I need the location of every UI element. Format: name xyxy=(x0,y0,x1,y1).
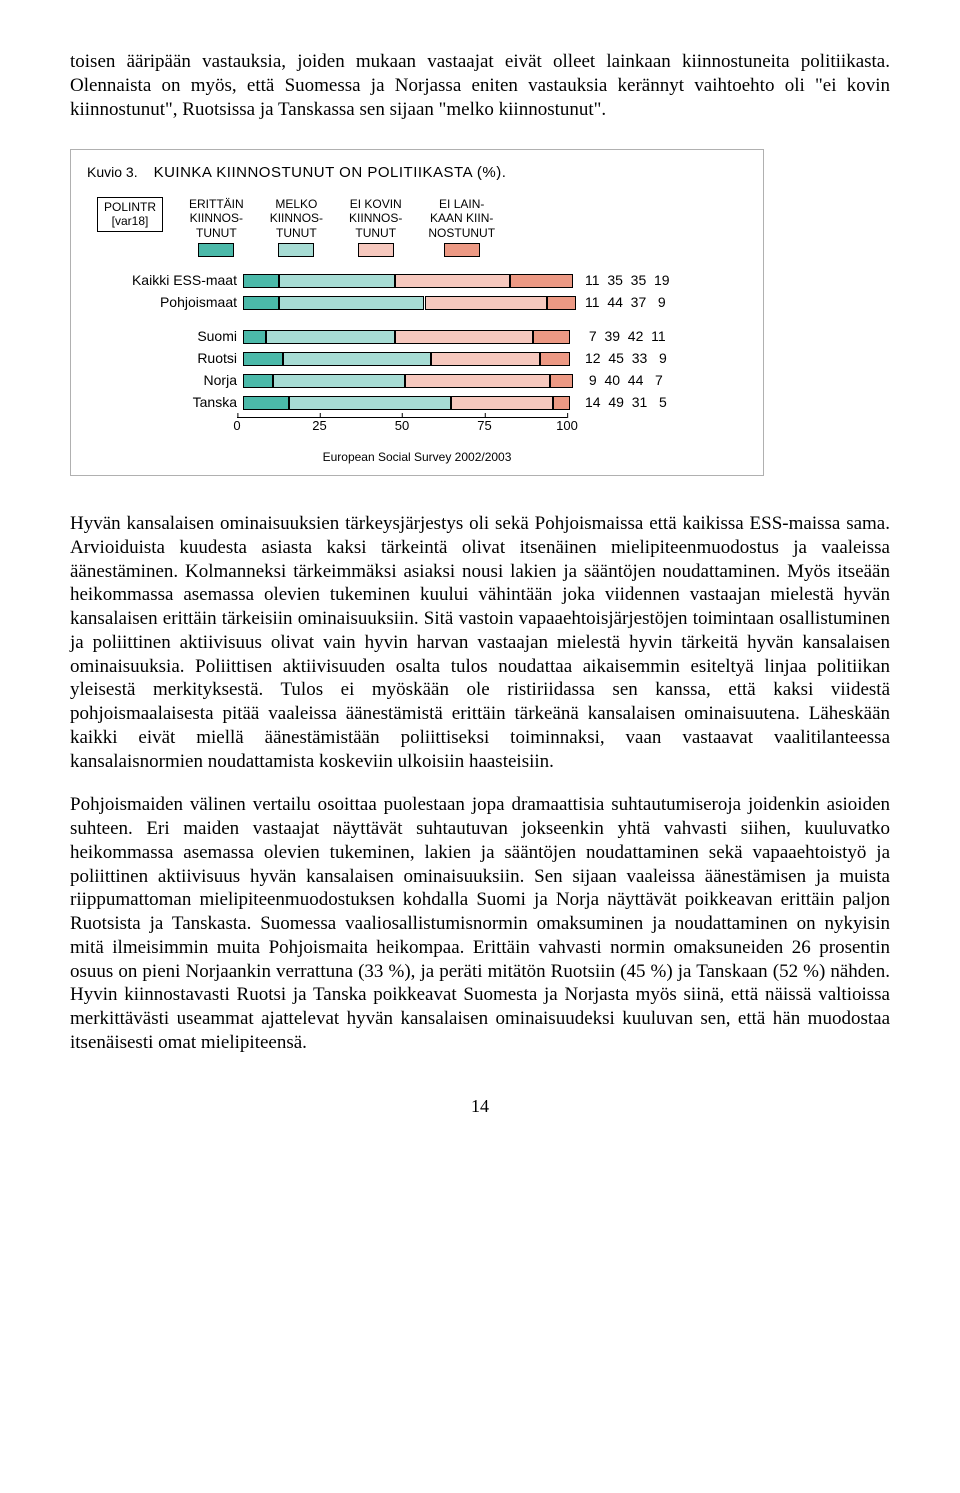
chart-row: Pohjoismaat 11 44 37 9 xyxy=(87,293,747,313)
chart-bar-segment xyxy=(243,352,283,366)
legend-item-0: ERITTÄIN KIINNOS- TUNUT xyxy=(189,197,244,257)
chart-bar-segment xyxy=(533,330,569,344)
axis-tick: 25 xyxy=(312,418,326,434)
chart-bar-segment xyxy=(273,374,405,388)
figure-label: Kuvio 3. xyxy=(87,164,138,182)
chart-row-values: 12 45 33 9 xyxy=(573,350,667,368)
chart-row: Tanska 14 49 31 5 xyxy=(87,393,747,413)
chart-row-label: Ruotsi xyxy=(87,350,243,368)
chart-bar-segment xyxy=(510,274,573,288)
chart-row-values: 11 35 35 19 xyxy=(573,272,670,290)
chart-row: Suomi 7 39 42 11 xyxy=(87,327,747,347)
chart-row-values: 9 40 44 7 xyxy=(573,372,663,390)
legend-item-label: KIINNOS- xyxy=(190,211,243,225)
legend-item-label: KIINNOS- xyxy=(349,211,402,225)
chart-bar-segment xyxy=(550,374,573,388)
chart-bar-segment xyxy=(431,352,540,366)
figure-3-container: Kuvio 3. KUINKA KIINNOSTUNUT ON POLITIIK… xyxy=(70,149,764,476)
page-number: 14 xyxy=(70,1095,890,1118)
chart-bar-segment xyxy=(243,296,279,310)
chart-row: Norja 9 40 44 7 xyxy=(87,371,747,391)
chart-bar-segment xyxy=(243,330,266,344)
legend-item-3: EI LAIN- KAAN KIIN- NOSTUNUT xyxy=(428,197,495,257)
legend-item-label: KAAN KIIN- xyxy=(430,211,493,225)
axis-tick: 50 xyxy=(395,418,409,434)
chart-bar-segment xyxy=(547,296,577,310)
chart-body: Kaikki ESS-maat 11 35 35 19 Pohjoismaat 11 … xyxy=(87,271,747,413)
chart-row-label: Kaikki ESS-maat xyxy=(87,272,243,290)
chart-bar-segment xyxy=(279,296,424,310)
chart-legend: POLINTR [var18] ERITTÄIN KIINNOS- TUNUT … xyxy=(87,197,747,257)
chart-bar-track xyxy=(243,296,573,310)
chart-source: European Social Survey 2002/2003 xyxy=(87,450,747,465)
chart-bar-segment xyxy=(289,396,451,410)
chart-row: Kaikki ESS-maat 11 35 35 19 xyxy=(87,271,747,291)
chart-bar-segment xyxy=(425,296,547,310)
chart-bar-track xyxy=(243,374,573,388)
chart-bar-segment xyxy=(405,374,550,388)
variable-box-line2: [var18] xyxy=(104,214,156,228)
legend-item-label: TUNUT xyxy=(196,226,237,240)
intro-paragraph-1: toisen ääripään vastauksia, joiden mukaa… xyxy=(70,50,890,121)
legend-item-1: MELKO KIINNOS- TUNUT xyxy=(270,197,323,257)
legend-item-label: EI LAIN- xyxy=(439,197,484,211)
chart-bar-segment xyxy=(243,396,289,410)
chart-bar-segment xyxy=(540,352,570,366)
variable-box-line1: POLINTR xyxy=(104,200,156,214)
legend-item-2: EI KOVIN KIINNOS- TUNUT xyxy=(349,197,402,257)
body-paragraph-2: Hyvän kansalaisen ominaisuuksien tärkeys… xyxy=(70,512,890,773)
chart-row: Ruotsi 12 45 33 9 xyxy=(87,349,747,369)
legend-item-label: MELKO xyxy=(275,197,317,211)
legend-item-label: KIINNOS- xyxy=(270,211,323,225)
chart-row-label: Pohjoismaat xyxy=(87,294,243,312)
chart-bar-segment xyxy=(266,330,395,344)
chart-bar-segment xyxy=(395,330,534,344)
axis-tick: 100 xyxy=(556,418,578,434)
chart-bar-track xyxy=(243,396,573,410)
chart-bar-segment xyxy=(279,274,395,288)
body-paragraph-3: Pohjoismaiden välinen vertailu osoittaa … xyxy=(70,793,890,1054)
legend-item-label: TUNUT xyxy=(355,226,396,240)
chart-row-values: 11 44 37 9 xyxy=(573,294,666,312)
chart-bar-track xyxy=(243,274,573,288)
chart-bar-track xyxy=(243,352,573,366)
variable-box: POLINTR [var18] xyxy=(97,197,163,232)
chart-bar-segment xyxy=(395,274,511,288)
chart-bar-segment xyxy=(451,396,553,410)
chart-row-label: Tanska xyxy=(87,394,243,412)
legend-swatch xyxy=(198,243,234,257)
legend-item-label: NOSTUNUT xyxy=(428,226,495,240)
legend-item-label: TUNUT xyxy=(276,226,317,240)
chart-bar-segment xyxy=(553,396,570,410)
axis-tick: 0 xyxy=(233,418,240,434)
legend-swatch xyxy=(278,243,314,257)
legend-item-label: ERITTÄIN xyxy=(189,197,244,211)
legend-swatch xyxy=(358,243,394,257)
chart-bar-segment xyxy=(283,352,432,366)
legend-item-label: EI KOVIN xyxy=(350,197,402,211)
chart-bar-track xyxy=(243,330,573,344)
axis-tick: 75 xyxy=(477,418,491,434)
legend-swatch xyxy=(444,243,480,257)
chart-row-label: Norja xyxy=(87,372,243,390)
chart-bar-segment xyxy=(243,274,279,288)
chart-x-axis: 0 25 50 75 100 xyxy=(87,417,747,440)
chart-title: KUINKA KIINNOSTUNUT ON POLITIIKASTA (%). xyxy=(154,164,507,183)
chart-row-values: 14 49 31 5 xyxy=(573,394,667,412)
chart-bar-segment xyxy=(243,374,273,388)
chart-row-label: Suomi xyxy=(87,328,243,346)
chart-row-values: 7 39 42 11 xyxy=(573,328,666,346)
